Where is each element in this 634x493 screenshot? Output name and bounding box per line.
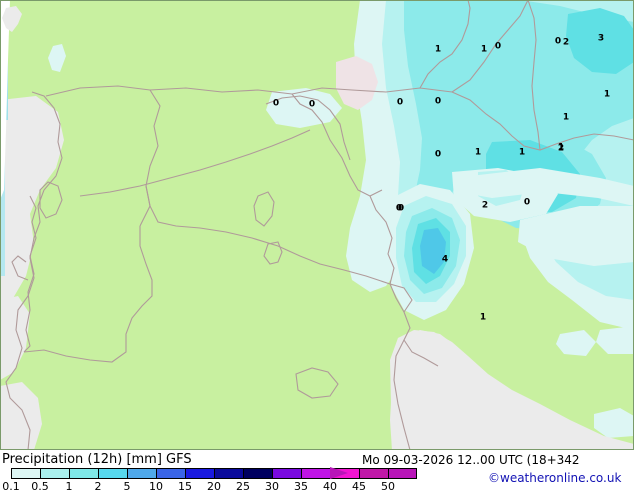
colorbar-tick-2: 2 xyxy=(94,480,102,493)
precip-value-label: 0 xyxy=(434,96,442,107)
precip-patch-se3 xyxy=(594,408,634,438)
terrain-sinai xyxy=(0,96,64,308)
colorbar-swatch-45[interactable] xyxy=(359,468,388,479)
precip-value-label: 0 xyxy=(554,36,562,47)
precip-value-label: 0 xyxy=(397,203,405,214)
border-jordan-south xyxy=(23,226,153,363)
colorbar-tick-0.5: 0.5 xyxy=(31,480,49,493)
model-run-info: Mo 09-03-2026 12..00 UTC (18+342 xyxy=(362,453,580,467)
sea xyxy=(0,0,22,276)
precip-value-label: 1 xyxy=(603,89,611,100)
border-jordan-saudi xyxy=(79,129,311,197)
colorbar-overflow-arrow-icon xyxy=(330,467,348,479)
colorbar-swatch-2[interactable] xyxy=(98,468,127,479)
border-iran-caspian xyxy=(527,0,541,151)
copyright-text: ©weatheronline.co.uk xyxy=(488,471,622,485)
terrain-desert xyxy=(0,56,634,450)
colorbar[interactable] xyxy=(11,468,417,479)
precip-value-label: 1 xyxy=(479,312,487,323)
border-turkey-iran xyxy=(451,0,529,93)
precip-value-label: 0 xyxy=(494,41,502,52)
precip-value-label: 1 xyxy=(557,142,565,153)
terrain-rift xyxy=(0,296,30,380)
precip-patch-se2 xyxy=(596,326,634,354)
precip-arc-mid xyxy=(470,168,634,206)
border-syria-iraq xyxy=(291,93,383,197)
colorbar-swatch-10[interactable] xyxy=(156,468,185,479)
colorbar-swatch-15[interactable] xyxy=(185,468,214,479)
precip-band-2-ne xyxy=(566,8,634,74)
precip-value-label: 0 xyxy=(308,99,316,110)
border-lebanon xyxy=(39,181,63,219)
precip-sliver-coast xyxy=(48,44,66,72)
precip-value-label: 1 xyxy=(562,112,570,123)
precip-value-label: 4 xyxy=(441,254,449,265)
border-israel-jordan xyxy=(23,195,37,353)
colorbar-tick-labels: 0.1 0.5 1 2 5 10 15 20 25 30 35 40 45 50 xyxy=(0,480,395,493)
precip-bands xyxy=(48,0,634,438)
border-jordan-iraq xyxy=(139,185,151,227)
border-iraq-north xyxy=(419,0,471,89)
precip-cell-core2 xyxy=(420,228,446,274)
colorbar-swatch-30[interactable] xyxy=(272,468,301,479)
precip-band-right xyxy=(518,206,634,266)
terrain-outline-b xyxy=(263,241,283,265)
precip-value-label: 2 xyxy=(562,37,570,48)
precip-value-label: 0 xyxy=(434,149,442,160)
precip-value-label: 1 xyxy=(474,147,482,158)
colorbar-tick-30: 30 xyxy=(265,480,279,493)
colorbar-tick-25: 25 xyxy=(236,480,250,493)
colorbar-tick-10: 10 xyxy=(149,480,163,493)
sea-med xyxy=(0,0,10,200)
precip-value-label: 3 xyxy=(597,33,605,44)
precip-value-label: 1 xyxy=(518,147,526,158)
map-canvas xyxy=(0,0,634,450)
precip-value-label: 1 xyxy=(480,44,488,55)
river-euphrates xyxy=(265,95,351,161)
terrain-outline-a xyxy=(253,191,275,227)
precip-value-label: 2 xyxy=(557,143,565,154)
colorbar-swatch-5[interactable] xyxy=(127,468,156,479)
island-cyprus xyxy=(2,6,22,32)
precip-patch-se1 xyxy=(556,330,596,356)
colorbar-swatch-0.5[interactable] xyxy=(40,468,69,479)
colorbar-tick-1: 1 xyxy=(65,480,73,493)
colorbar-tick-20: 20 xyxy=(207,480,221,493)
precip-value-label: 0 xyxy=(396,97,404,108)
colorbar-swatch-20[interactable] xyxy=(214,468,243,479)
terrain-ne-mountains xyxy=(336,56,378,110)
colorbar-tick-0.1: 0.1 xyxy=(2,480,20,493)
border-iraq-saudi xyxy=(145,89,391,285)
border-syria-turkey xyxy=(45,85,453,97)
precip-value-label: 0 xyxy=(523,197,531,208)
colorbar-tick-40: 40 xyxy=(323,480,337,493)
border-israel-west xyxy=(11,255,29,281)
precip-value-label: 1 xyxy=(434,44,442,55)
terrain-outline-c xyxy=(295,367,339,399)
precip-value-label: 0 xyxy=(272,98,280,109)
colorbar-swatch-35[interactable] xyxy=(301,468,330,479)
border-saudi-gulf xyxy=(393,339,411,450)
colorbar-tick-45: 45 xyxy=(352,480,366,493)
colorbar-tick-50: 50 xyxy=(381,480,395,493)
border-kuwait xyxy=(389,283,413,313)
border-iran-nw xyxy=(451,91,634,151)
precip-value-label: 2 xyxy=(481,200,489,211)
colorbar-tick-35: 35 xyxy=(294,480,308,493)
terrain-gulf-ext xyxy=(390,330,634,450)
colorbar-swatch-0.1[interactable] xyxy=(11,468,40,479)
colorbar-tick-15: 15 xyxy=(178,480,192,493)
colorbar-tick-5: 5 xyxy=(123,480,131,493)
map-footer: Precipitation (12h) [mm] GFS Mo 09-03-20… xyxy=(0,450,634,493)
precip-value-label: 0 xyxy=(395,203,403,214)
colorbar-swatch-1[interactable] xyxy=(69,468,98,479)
border-iraq-iran xyxy=(369,195,439,367)
legend-title: Precipitation (12h) [mm] GFS xyxy=(2,452,192,467)
colorbar-swatch-50[interactable] xyxy=(388,468,417,479)
country-borders xyxy=(5,0,634,450)
colorbar-swatch-25[interactable] xyxy=(243,468,272,479)
